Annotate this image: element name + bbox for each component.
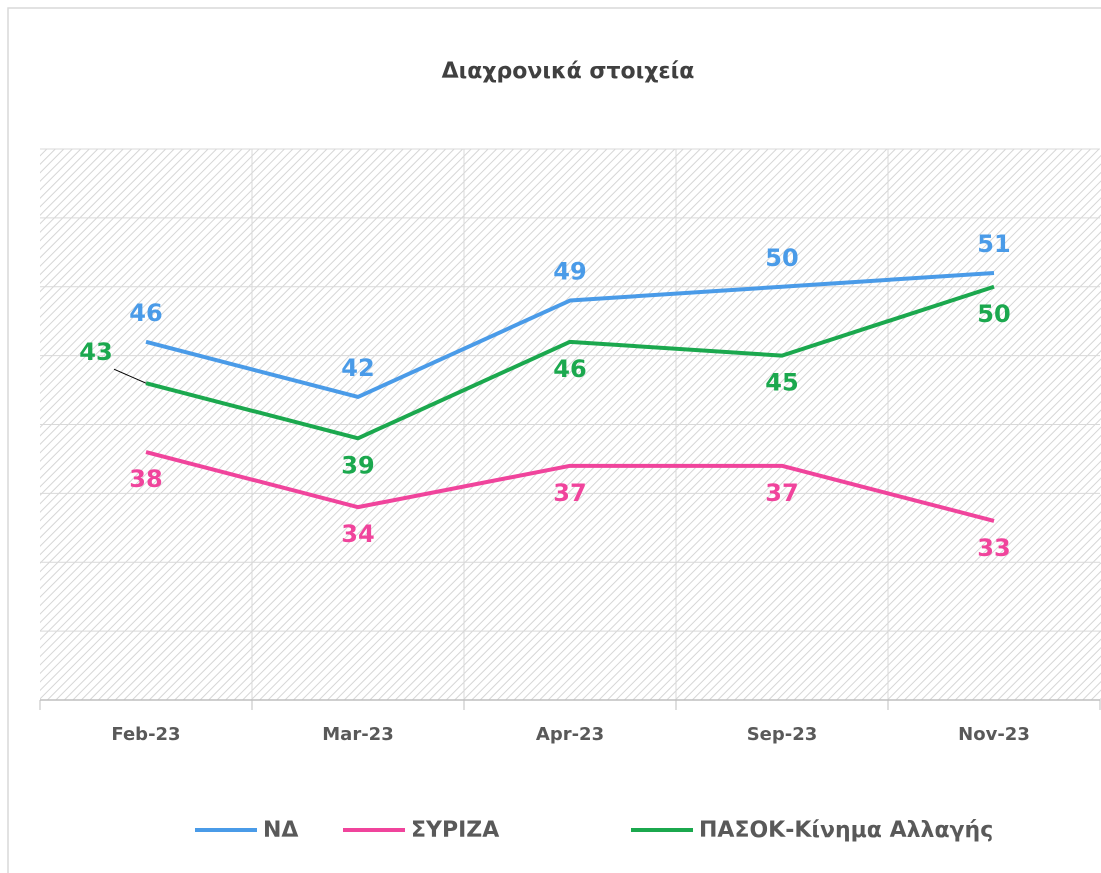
series-line: [145, 450, 995, 523]
data-label: 50: [765, 244, 798, 272]
leader-line: [113, 368, 147, 384]
x-tick-label: Mar-23: [322, 724, 393, 745]
legend-label: ΣΥΡΙΖΑ: [411, 818, 499, 843]
data-label: 50: [977, 300, 1010, 328]
data-label: 34: [341, 520, 374, 548]
legend-label: ΝΔ: [263, 818, 298, 843]
x-tick-label: Sep-23: [747, 724, 818, 745]
x-tick-label: Nov-23: [958, 724, 1030, 745]
data-label: 51: [977, 230, 1010, 258]
data-label: 49: [553, 258, 586, 286]
series-line: [145, 270, 995, 399]
x-tick-label: Apr-23: [536, 724, 604, 745]
series-line: [145, 284, 995, 441]
data-label: 37: [553, 479, 586, 507]
data-label: 43: [79, 338, 112, 366]
data-label: 46: [553, 355, 586, 383]
data-label: 42: [341, 354, 374, 382]
chart-title: Διαχρονικά στοιχεία: [442, 59, 695, 84]
x-tick-label: Feb-23: [111, 724, 180, 745]
data-label: 39: [341, 451, 374, 479]
data-label: 38: [129, 465, 162, 493]
data-label: 45: [765, 369, 798, 397]
data-label: 33: [977, 534, 1010, 562]
data-label: 37: [765, 479, 798, 507]
legend-label: ΠΑΣΟΚ-Κίνημα Αλλαγής: [699, 818, 993, 843]
data-label: 46: [129, 299, 162, 327]
